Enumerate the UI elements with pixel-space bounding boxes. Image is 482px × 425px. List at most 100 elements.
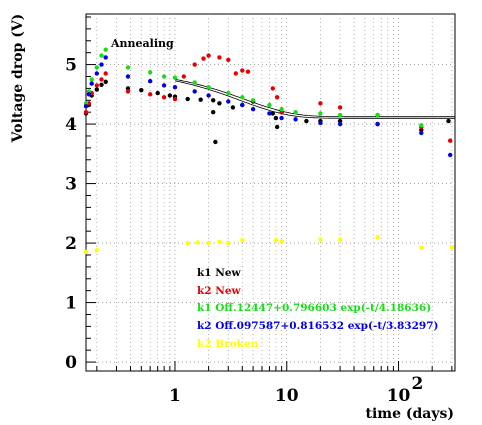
data-point bbox=[172, 96, 178, 102]
data-point bbox=[217, 55, 222, 60]
data-point bbox=[217, 101, 222, 106]
annotation-annealing: Annealing bbox=[110, 37, 174, 50]
data-point bbox=[86, 92, 92, 97]
data-point bbox=[206, 93, 211, 98]
series-points bbox=[83, 55, 453, 158]
data-point bbox=[206, 53, 211, 58]
data-point bbox=[270, 86, 275, 91]
y-tick-label: 4 bbox=[65, 115, 77, 135]
data-point bbox=[125, 65, 131, 70]
data-point bbox=[274, 95, 280, 100]
series-points bbox=[83, 234, 455, 255]
data-point bbox=[103, 79, 108, 85]
data-point bbox=[139, 88, 144, 93]
data-point bbox=[448, 152, 453, 158]
data-point bbox=[318, 237, 323, 242]
data-point bbox=[337, 112, 343, 118]
data-point bbox=[226, 90, 231, 96]
data-point bbox=[233, 71, 238, 76]
series-points bbox=[83, 53, 453, 143]
data-point bbox=[181, 74, 186, 79]
data-point bbox=[161, 74, 167, 79]
data-point bbox=[267, 111, 272, 116]
x-axis-title: time (days) bbox=[365, 406, 454, 422]
data-point bbox=[318, 101, 323, 106]
data-point bbox=[89, 81, 94, 86]
data-point bbox=[318, 120, 323, 126]
data-point bbox=[226, 240, 231, 246]
grid bbox=[86, 14, 455, 371]
x-tick-label: 10 bbox=[387, 386, 411, 406]
legend-entry-k1-new: k1 New bbox=[197, 267, 242, 279]
data-point bbox=[240, 68, 245, 73]
data-point bbox=[279, 239, 284, 244]
legend-entry-k1-fit: k1 Off.12447+0.796603 exp(-t/4.18636) bbox=[197, 302, 431, 314]
data-point bbox=[270, 111, 275, 116]
data-point bbox=[240, 237, 245, 243]
y-tick-label: 2 bbox=[65, 234, 77, 254]
data-point bbox=[274, 124, 280, 130]
data-point bbox=[195, 240, 200, 245]
data-point bbox=[446, 118, 451, 124]
data-point bbox=[419, 123, 424, 128]
data-point bbox=[240, 102, 245, 108]
legend-entry-k2-new: k2 New bbox=[197, 285, 242, 297]
data-point bbox=[161, 95, 167, 100]
data-point bbox=[293, 110, 298, 115]
data-point bbox=[211, 110, 216, 115]
data-point bbox=[99, 62, 104, 67]
data-point bbox=[419, 130, 424, 136]
data-point bbox=[419, 245, 424, 250]
fit-curve bbox=[174, 78, 455, 118]
data-point bbox=[337, 105, 343, 110]
data-point bbox=[148, 70, 153, 75]
data-point bbox=[279, 115, 284, 121]
data-point bbox=[148, 92, 153, 97]
data-point bbox=[293, 117, 298, 122]
data-point bbox=[245, 69, 251, 74]
legend: k1 New k2 New k1 Off.12447+0.796603 exp(… bbox=[197, 267, 439, 350]
data-point bbox=[94, 83, 100, 88]
fit-curves bbox=[174, 78, 455, 119]
data-point bbox=[99, 82, 104, 88]
data-point bbox=[206, 85, 211, 90]
data-point bbox=[250, 98, 256, 103]
data-point bbox=[89, 77, 94, 82]
data-point bbox=[226, 57, 231, 62]
data-point bbox=[273, 237, 279, 243]
data-point bbox=[201, 56, 206, 61]
data-point bbox=[304, 118, 309, 124]
data-point bbox=[192, 62, 197, 67]
y-tick-label: 1 bbox=[65, 294, 77, 314]
data-point bbox=[172, 85, 178, 90]
data-point bbox=[449, 245, 455, 250]
data-point bbox=[148, 79, 153, 84]
data-point bbox=[94, 87, 100, 92]
data-point bbox=[337, 121, 343, 127]
data-point bbox=[103, 47, 108, 52]
data-point bbox=[217, 239, 222, 245]
data-point bbox=[279, 107, 284, 112]
plot-frame bbox=[85, 13, 456, 372]
x-tick-exponent: 2 bbox=[412, 374, 424, 394]
data-point bbox=[375, 121, 380, 127]
data-point bbox=[226, 99, 231, 104]
y-axis-title: Voltage drop (V) bbox=[10, 14, 26, 144]
data-point bbox=[375, 112, 380, 118]
data-point bbox=[83, 249, 89, 255]
data-point bbox=[83, 104, 89, 109]
data-point bbox=[318, 111, 323, 116]
data-point bbox=[198, 97, 203, 102]
data-point bbox=[448, 138, 453, 143]
x-tick-label: 10 bbox=[275, 386, 299, 406]
data-point bbox=[83, 110, 89, 115]
data-point bbox=[99, 77, 104, 82]
data-point bbox=[192, 89, 197, 94]
data-points bbox=[83, 47, 455, 255]
data-point bbox=[172, 75, 178, 80]
data-point bbox=[103, 55, 108, 60]
data-point bbox=[337, 237, 343, 242]
fit-curve bbox=[174, 80, 455, 119]
